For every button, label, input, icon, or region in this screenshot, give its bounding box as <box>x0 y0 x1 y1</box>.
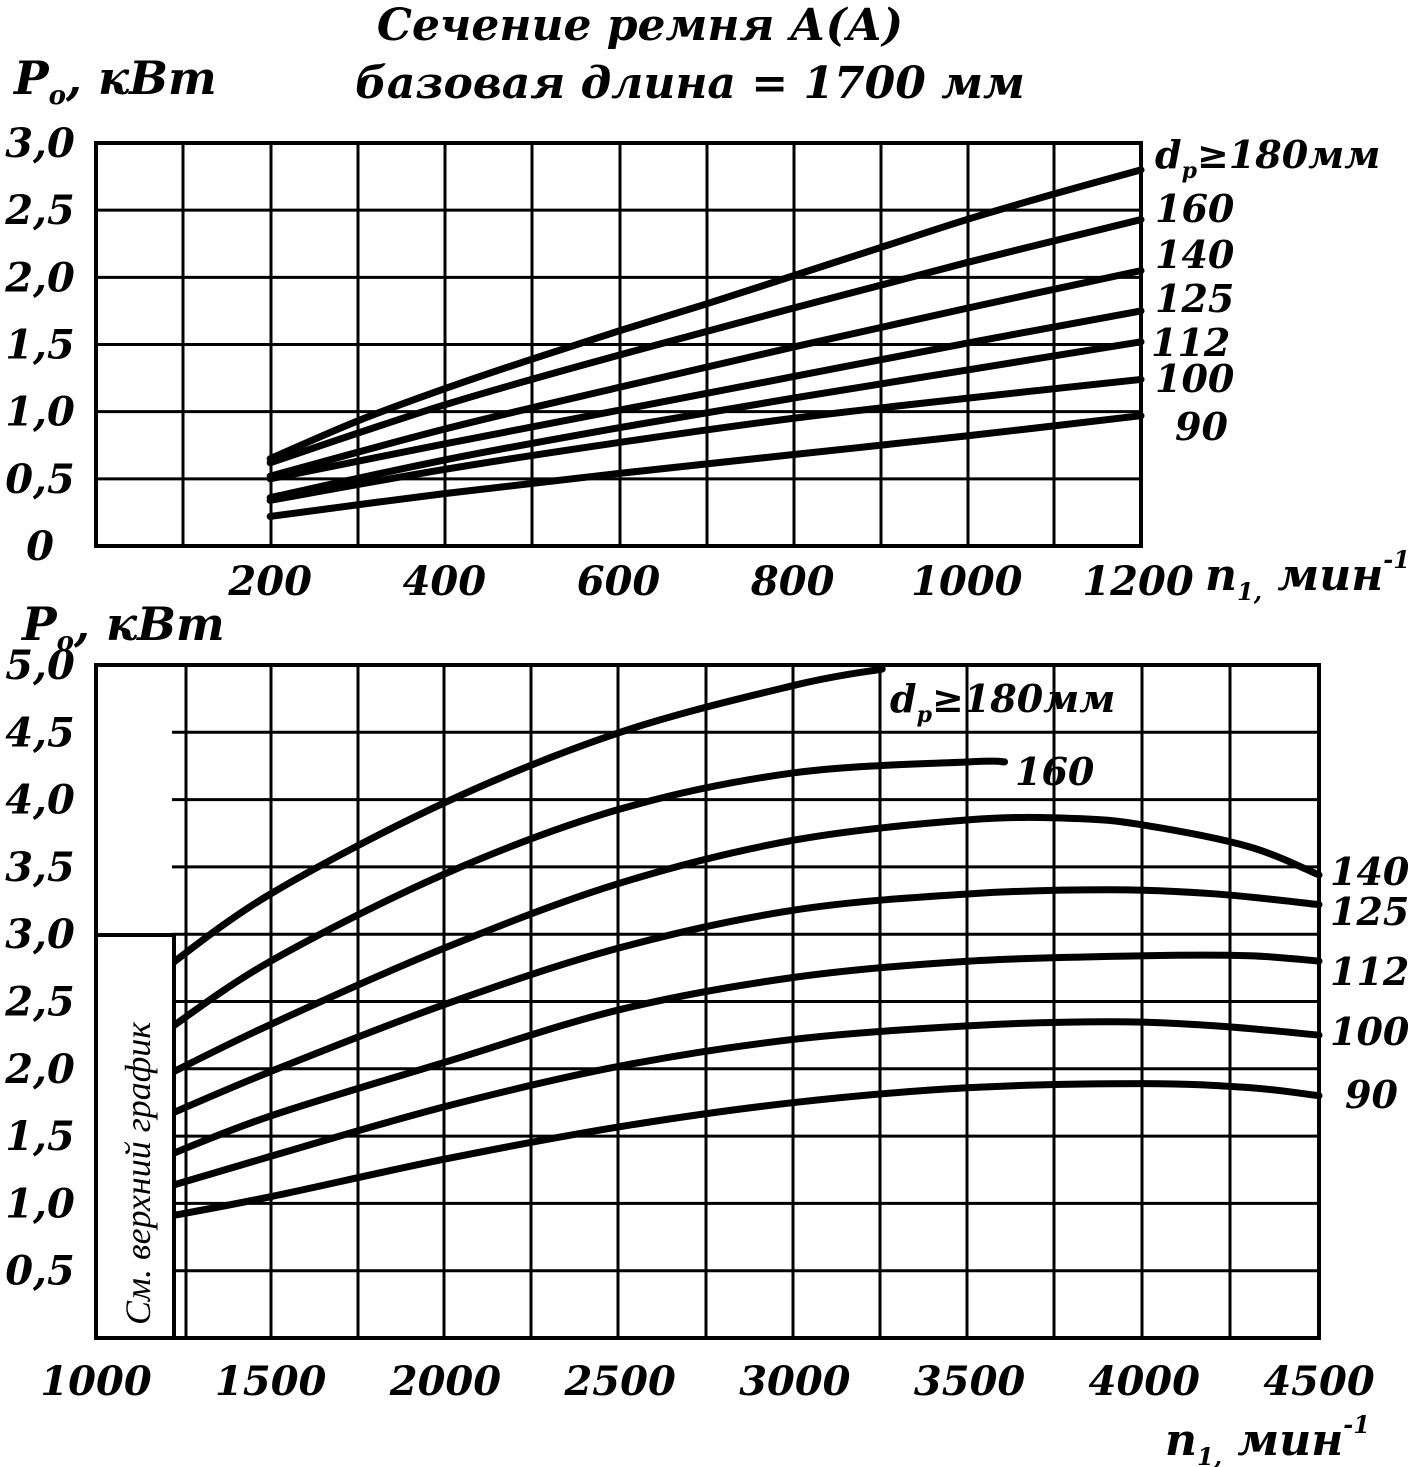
series-line-125 <box>162 886 1323 1120</box>
series-line-160 <box>162 757 1009 1035</box>
series-label: 160 <box>1015 749 1095 794</box>
series-label: 100 <box>1330 1009 1410 1054</box>
top-plot: 0 0,5 1,0 1,5 2,0 2,5 3,0 200 400 600 800 1000 1200 P… <box>4 51 1410 606</box>
y-tick-label: 0,5 <box>5 456 75 503</box>
y-tick-label: 2,0 <box>4 1046 75 1093</box>
y-tick-label: 2,0 <box>4 254 75 301</box>
y-axis-label: Po, кВт <box>20 597 225 657</box>
x-tick-label: 3000 <box>739 1358 850 1405</box>
series-label: 100 <box>1155 356 1235 401</box>
y-tick-label: 0 <box>26 523 54 570</box>
series-label: 140 <box>1155 232 1235 277</box>
series-line-112 <box>266 338 1145 502</box>
chart-title-line1: Сечение ремня А(А) <box>377 0 903 51</box>
x-tick-label: 600 <box>577 558 661 605</box>
series-line-100 <box>162 1018 1323 1191</box>
y-tick-label: 0,5 <box>5 1248 75 1295</box>
y-tick-label: 4,5 <box>5 709 75 756</box>
series-label: 140 <box>1330 849 1410 894</box>
series-label: 90 <box>1175 404 1228 449</box>
y-tick-label: 1,5 <box>5 322 75 369</box>
series-line-90 <box>266 412 1145 520</box>
chart-title-line2: базовая длина = 1700 мм <box>355 58 1025 109</box>
y-tick-label: 3,0 <box>5 911 75 958</box>
x-tick-label: 400 <box>403 558 487 605</box>
y-tick-label: 1,0 <box>5 1180 75 1227</box>
x-tick-label: 4000 <box>1089 1358 1200 1405</box>
series-line-100 <box>266 375 1145 504</box>
y-tick-label: 2,5 <box>4 979 75 1026</box>
y-tick-label: 1,0 <box>5 389 75 436</box>
series-line-125 <box>266 307 1145 483</box>
series-line-dp180мм <box>266 166 1145 463</box>
series-line-140 <box>162 813 1323 1080</box>
series-line-112 <box>162 951 1323 1160</box>
series-label: 112 <box>1330 949 1409 994</box>
x-axis-label: n1, мин-1 <box>1165 1410 1370 1467</box>
y-tick-label: 3,5 <box>5 844 75 891</box>
x-tick-label: 200 <box>227 558 312 605</box>
series-label: 112 <box>1151 320 1230 365</box>
x-tick-label: 800 <box>750 558 835 605</box>
bottom-plot: 0,5 1,0 1,5 2,0 2,5 3,0 3,5 4,0 4,5 5,0 1000 1500 20… <box>4 597 1410 1467</box>
series-label: 125 <box>1155 276 1234 321</box>
y-tick-label: 2,5 <box>4 187 75 234</box>
series-line-dp180мм <box>162 665 886 972</box>
x-tick-label: 3500 <box>914 1358 1025 1405</box>
series-label: dр≥180мм <box>890 676 1115 728</box>
see-top-chart-note-text: См. верхний график <box>118 1021 158 1325</box>
series-label: dр≥180мм <box>1155 132 1380 184</box>
y-tick-label: 1,5 <box>5 1113 75 1160</box>
x-tick-label: 2000 <box>389 1358 501 1405</box>
x-tick-label: 1000 <box>911 558 1022 605</box>
series-line-160 <box>266 216 1145 467</box>
series-line-90 <box>162 1080 1323 1221</box>
y-tick-label: 5,0 <box>5 642 75 689</box>
series-label: 90 <box>1345 1072 1398 1117</box>
x-tick-label: 2500 <box>563 1358 675 1405</box>
y-axis-label: Po, кВт <box>12 51 217 111</box>
y-tick-label: 3,0 <box>5 120 75 167</box>
series-label: 160 <box>1155 186 1235 231</box>
x-tick-label: 4500 <box>1263 1358 1374 1405</box>
series-line-140 <box>266 267 1145 480</box>
x-tick-label: 1200 <box>1082 558 1193 605</box>
see-top-chart-note: См. верхний график <box>94 933 176 1340</box>
x-tick-label: 1000 <box>40 1358 151 1405</box>
x-axis-label: n1, мин-1 <box>1205 545 1410 606</box>
series-label: 125 <box>1330 889 1409 934</box>
y-tick-label: 4,0 <box>5 777 75 824</box>
x-tick-label: 1500 <box>215 1358 326 1405</box>
